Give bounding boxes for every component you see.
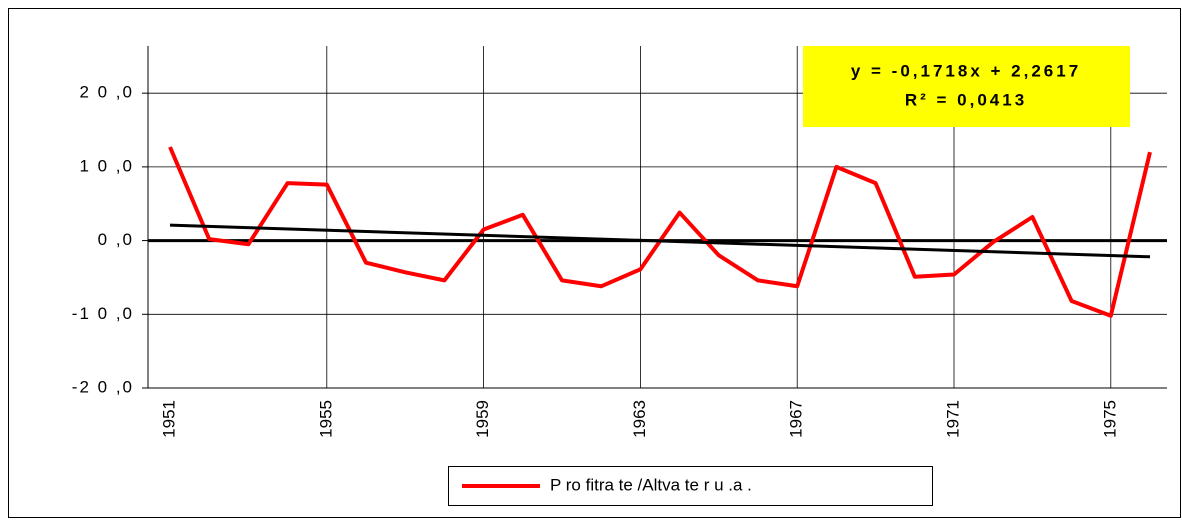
trend-line (169, 223, 1151, 259)
x-tick-label: 1967 (787, 400, 806, 438)
x-tick-label: 1951 (159, 400, 178, 438)
trend-r-squared: R² = 0,0413 (905, 90, 1027, 109)
equation-box (803, 46, 1130, 127)
y-tick-label: 0 ,0 (98, 230, 134, 249)
legend-label: P ro fitra te /Altva te r u .a . (550, 475, 752, 494)
x-tick-label: 1959 (473, 400, 492, 438)
trend-equation: y = -0,1718x + 2,2617 (851, 61, 1081, 80)
y-tick-label: 1 0 ,0 (79, 156, 134, 175)
y-tick-label: -1 0 ,0 (72, 304, 134, 323)
x-tick-label: 1963 (630, 400, 649, 438)
y-tick-label: -2 0 ,0 (72, 377, 134, 396)
x-tick-label: 1971 (943, 400, 962, 438)
x-tick-label: 1975 (1100, 400, 1119, 438)
y-tick-label: 2 0 ,0 (79, 83, 134, 102)
x-tick-label: 1955 (316, 400, 335, 438)
